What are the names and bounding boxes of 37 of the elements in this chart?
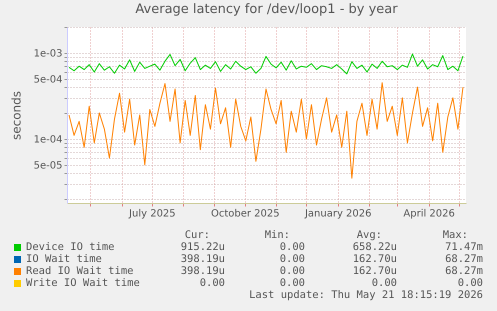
line-series [68, 82, 464, 179]
text: 0.00 [280, 277, 305, 289]
legend-label: Device IO time [26, 241, 115, 253]
y-tick-label: 5e-05 [34, 160, 62, 172]
text: 658.22u [352, 241, 397, 253]
text: 68.27m [445, 253, 483, 265]
x-tick-label: January 2026 [304, 208, 372, 220]
x-tick-label: October 2025 [210, 208, 280, 220]
text: 68.27m [445, 265, 483, 277]
text: Cur: [184, 229, 210, 241]
chart-title: Average latency for /dev/loop1 - by year [135, 2, 398, 17]
text: 0.00 [280, 253, 305, 265]
x-tick-label: April 2026 [403, 208, 455, 220]
text: 915.22u [180, 241, 225, 253]
y-tick-label: 1e-04 [34, 134, 62, 146]
y-tick-label: 1e-03 [34, 48, 62, 60]
text: 0.00 [458, 277, 483, 289]
legend-label: IO Wait time [26, 253, 102, 265]
text: 0.00 [200, 277, 225, 289]
text: Avg: [356, 229, 382, 241]
y-tick-label: 5e-04 [34, 74, 62, 86]
line-series [68, 54, 464, 74]
y-axis-title: seconds [10, 90, 24, 140]
text: 0.00 [372, 277, 397, 289]
x-tick-label: July 2025 [128, 208, 176, 220]
legend-label: Write IO Wait time [26, 277, 140, 289]
text: 0.00 [280, 265, 305, 277]
text: 0.00 [280, 241, 305, 253]
legend-label: Read IO Wait time [26, 265, 134, 277]
text: Last update: Thu May 21 18:15:19 2026 [249, 289, 483, 301]
text: 398.19u [180, 253, 225, 265]
text: 398.19u [180, 265, 225, 277]
text: Min: [264, 229, 290, 241]
text: 162.70u [352, 265, 397, 277]
text: 162.70u [352, 253, 397, 265]
text: 71.47m [445, 241, 483, 253]
text: Max: [442, 229, 468, 241]
